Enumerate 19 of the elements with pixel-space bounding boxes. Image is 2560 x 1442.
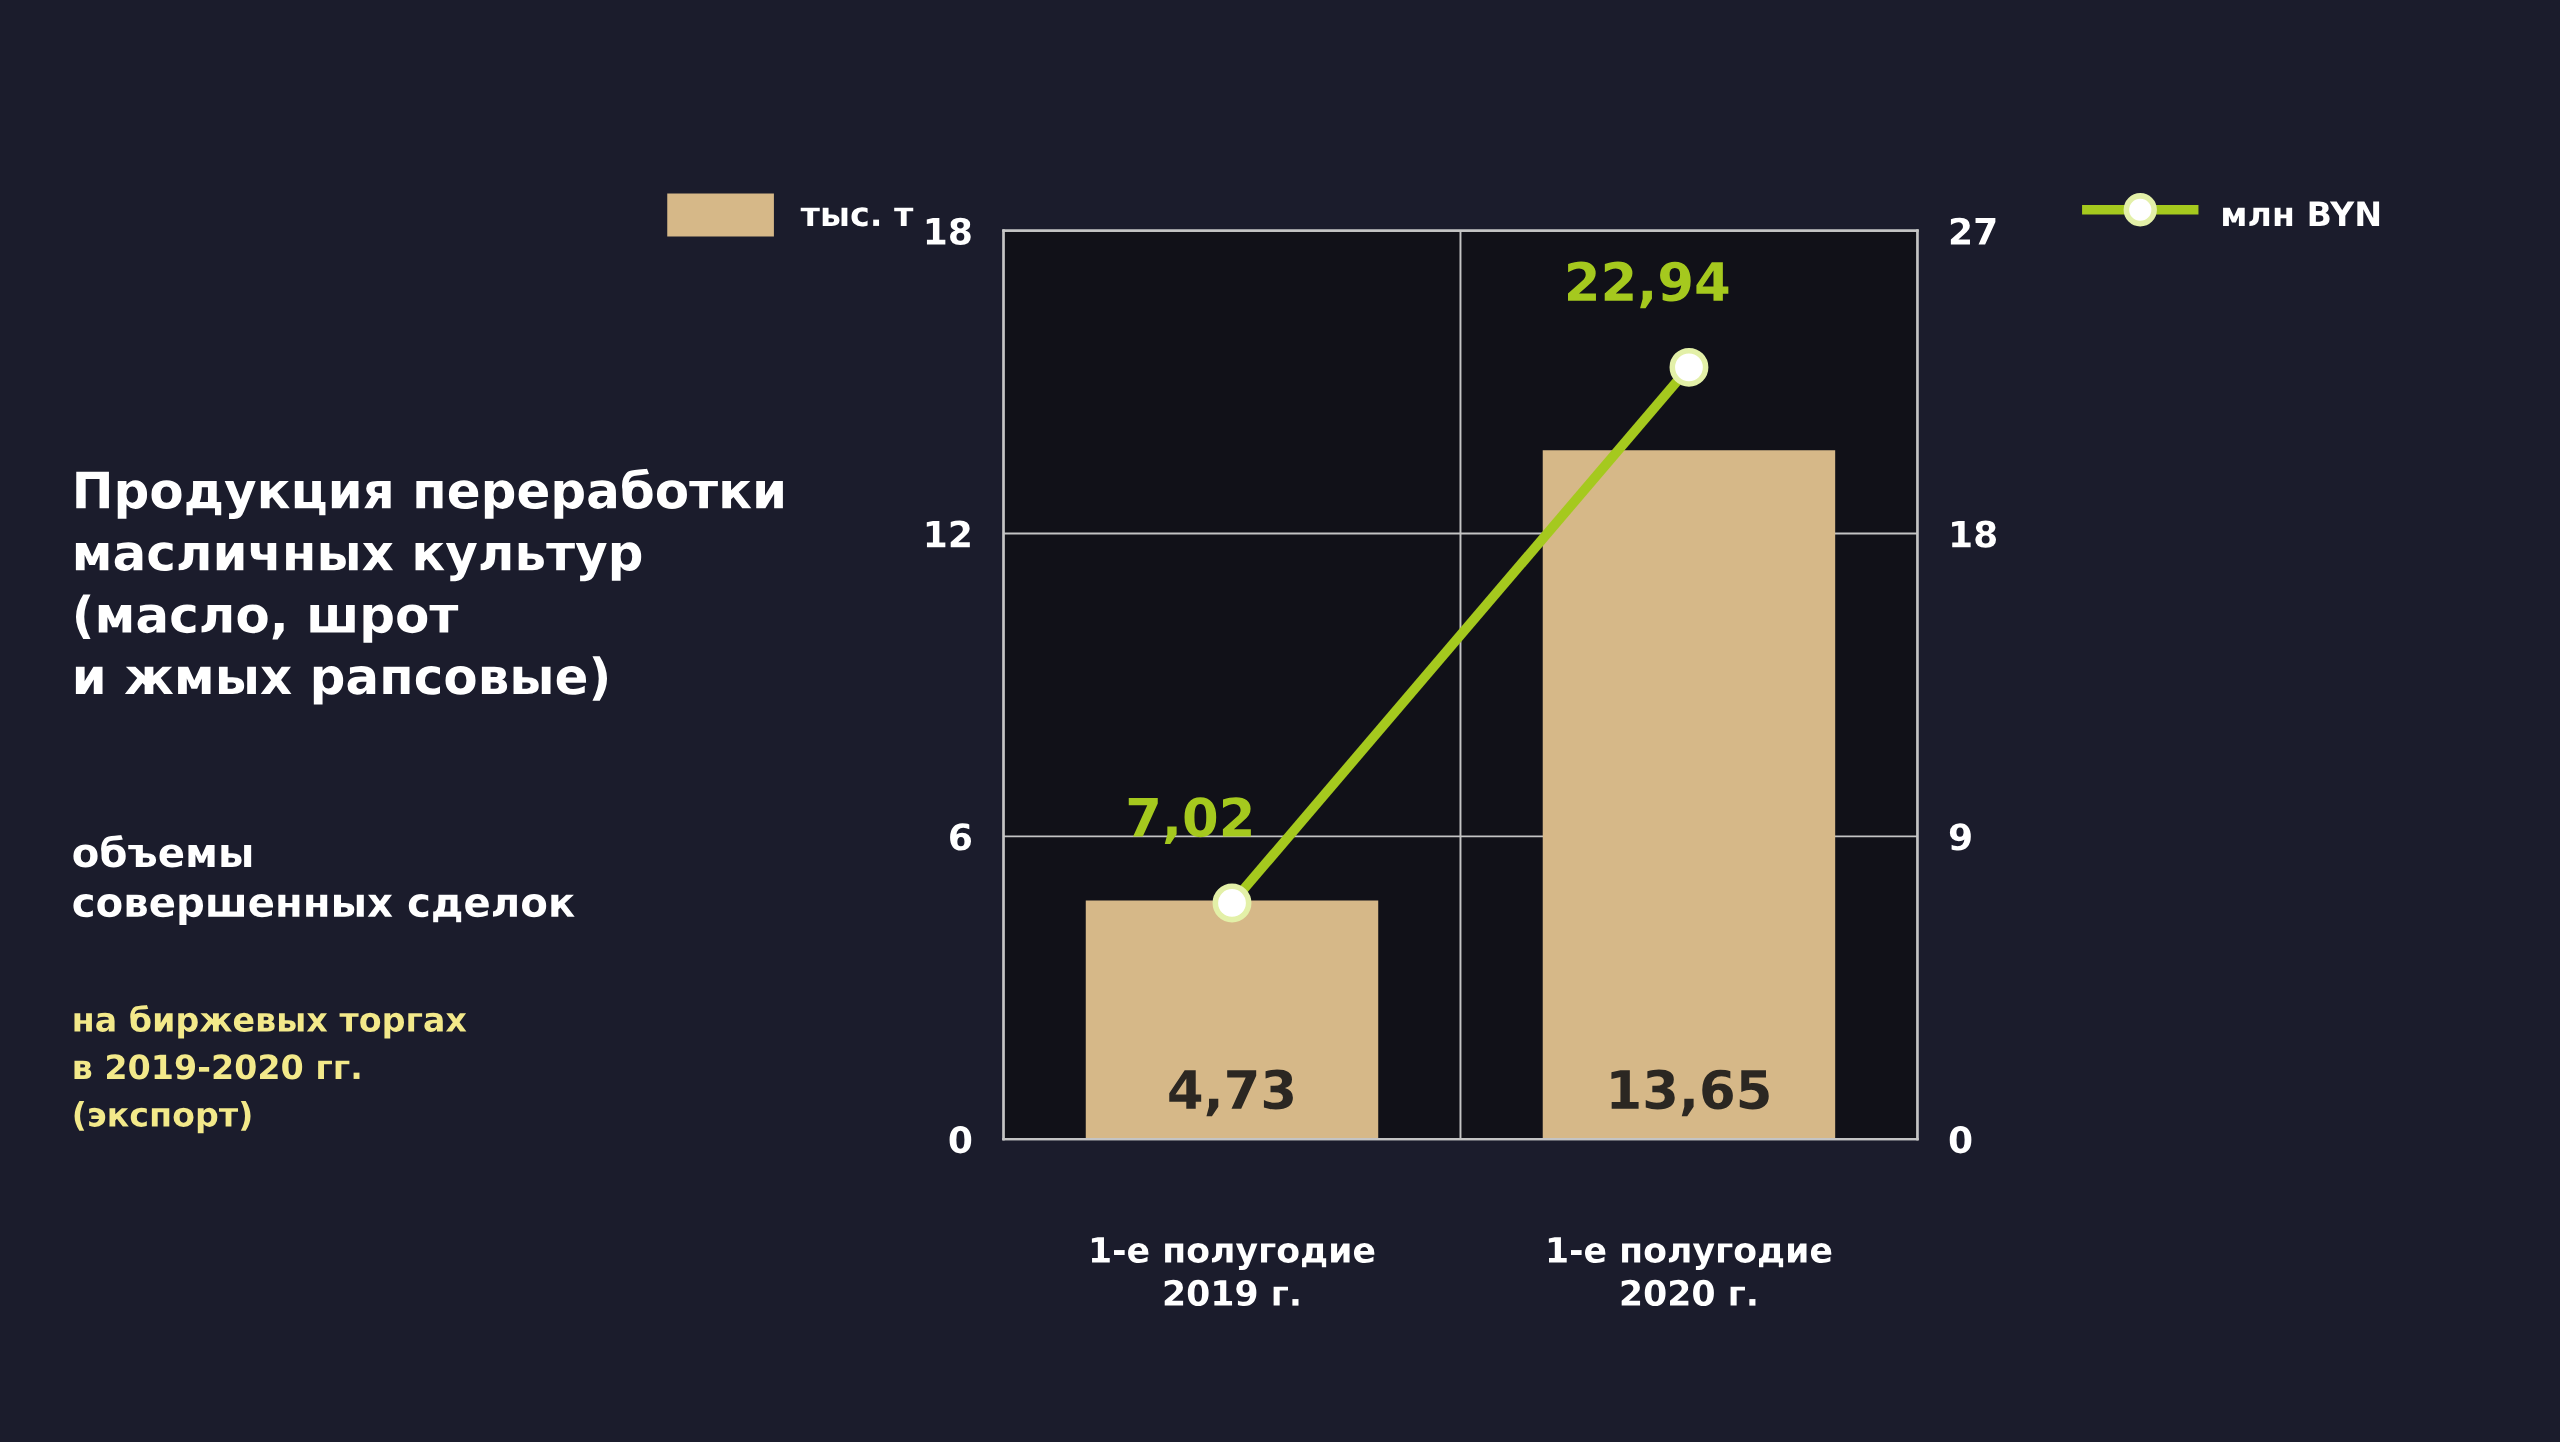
text: объемы совершенных сделок xyxy=(73,835,575,926)
y2-tick-label: 9 xyxy=(1949,823,1971,851)
y2-tick-label: 27 xyxy=(1950,217,1996,245)
legend-label: тыс. т xyxy=(800,207,914,227)
y2-tick-label: 0 xyxy=(1949,1126,1972,1154)
data-label: 4,73 xyxy=(1169,1069,1293,1117)
text: на биржевых торгах в 2019-2020 гг. (экспорт) xyxy=(74,1005,467,1134)
y-tick-label: 0 xyxy=(949,1126,972,1154)
x-tick-label: 1-е полугодие 2020 г. xyxy=(1548,1237,1832,1307)
y-tick-label: 6 xyxy=(950,823,972,851)
text: Продукция переработки масличных культур (масло, шрот и жмых рапсовые) xyxy=(75,468,783,705)
data-label: 7,02 xyxy=(1128,797,1251,844)
y-tick-label: 18 xyxy=(926,217,971,245)
legend-label: млн BYN xyxy=(2223,201,2380,226)
x-tick-label: 1-е полугодие 2019 г. xyxy=(1091,1237,1375,1307)
data-label: 22,94 xyxy=(1568,261,1729,309)
y2-tick-label: 18 xyxy=(1952,520,1997,548)
data-label: 13,65 xyxy=(1611,1069,1769,1117)
y-tick-label: 12 xyxy=(926,520,970,548)
